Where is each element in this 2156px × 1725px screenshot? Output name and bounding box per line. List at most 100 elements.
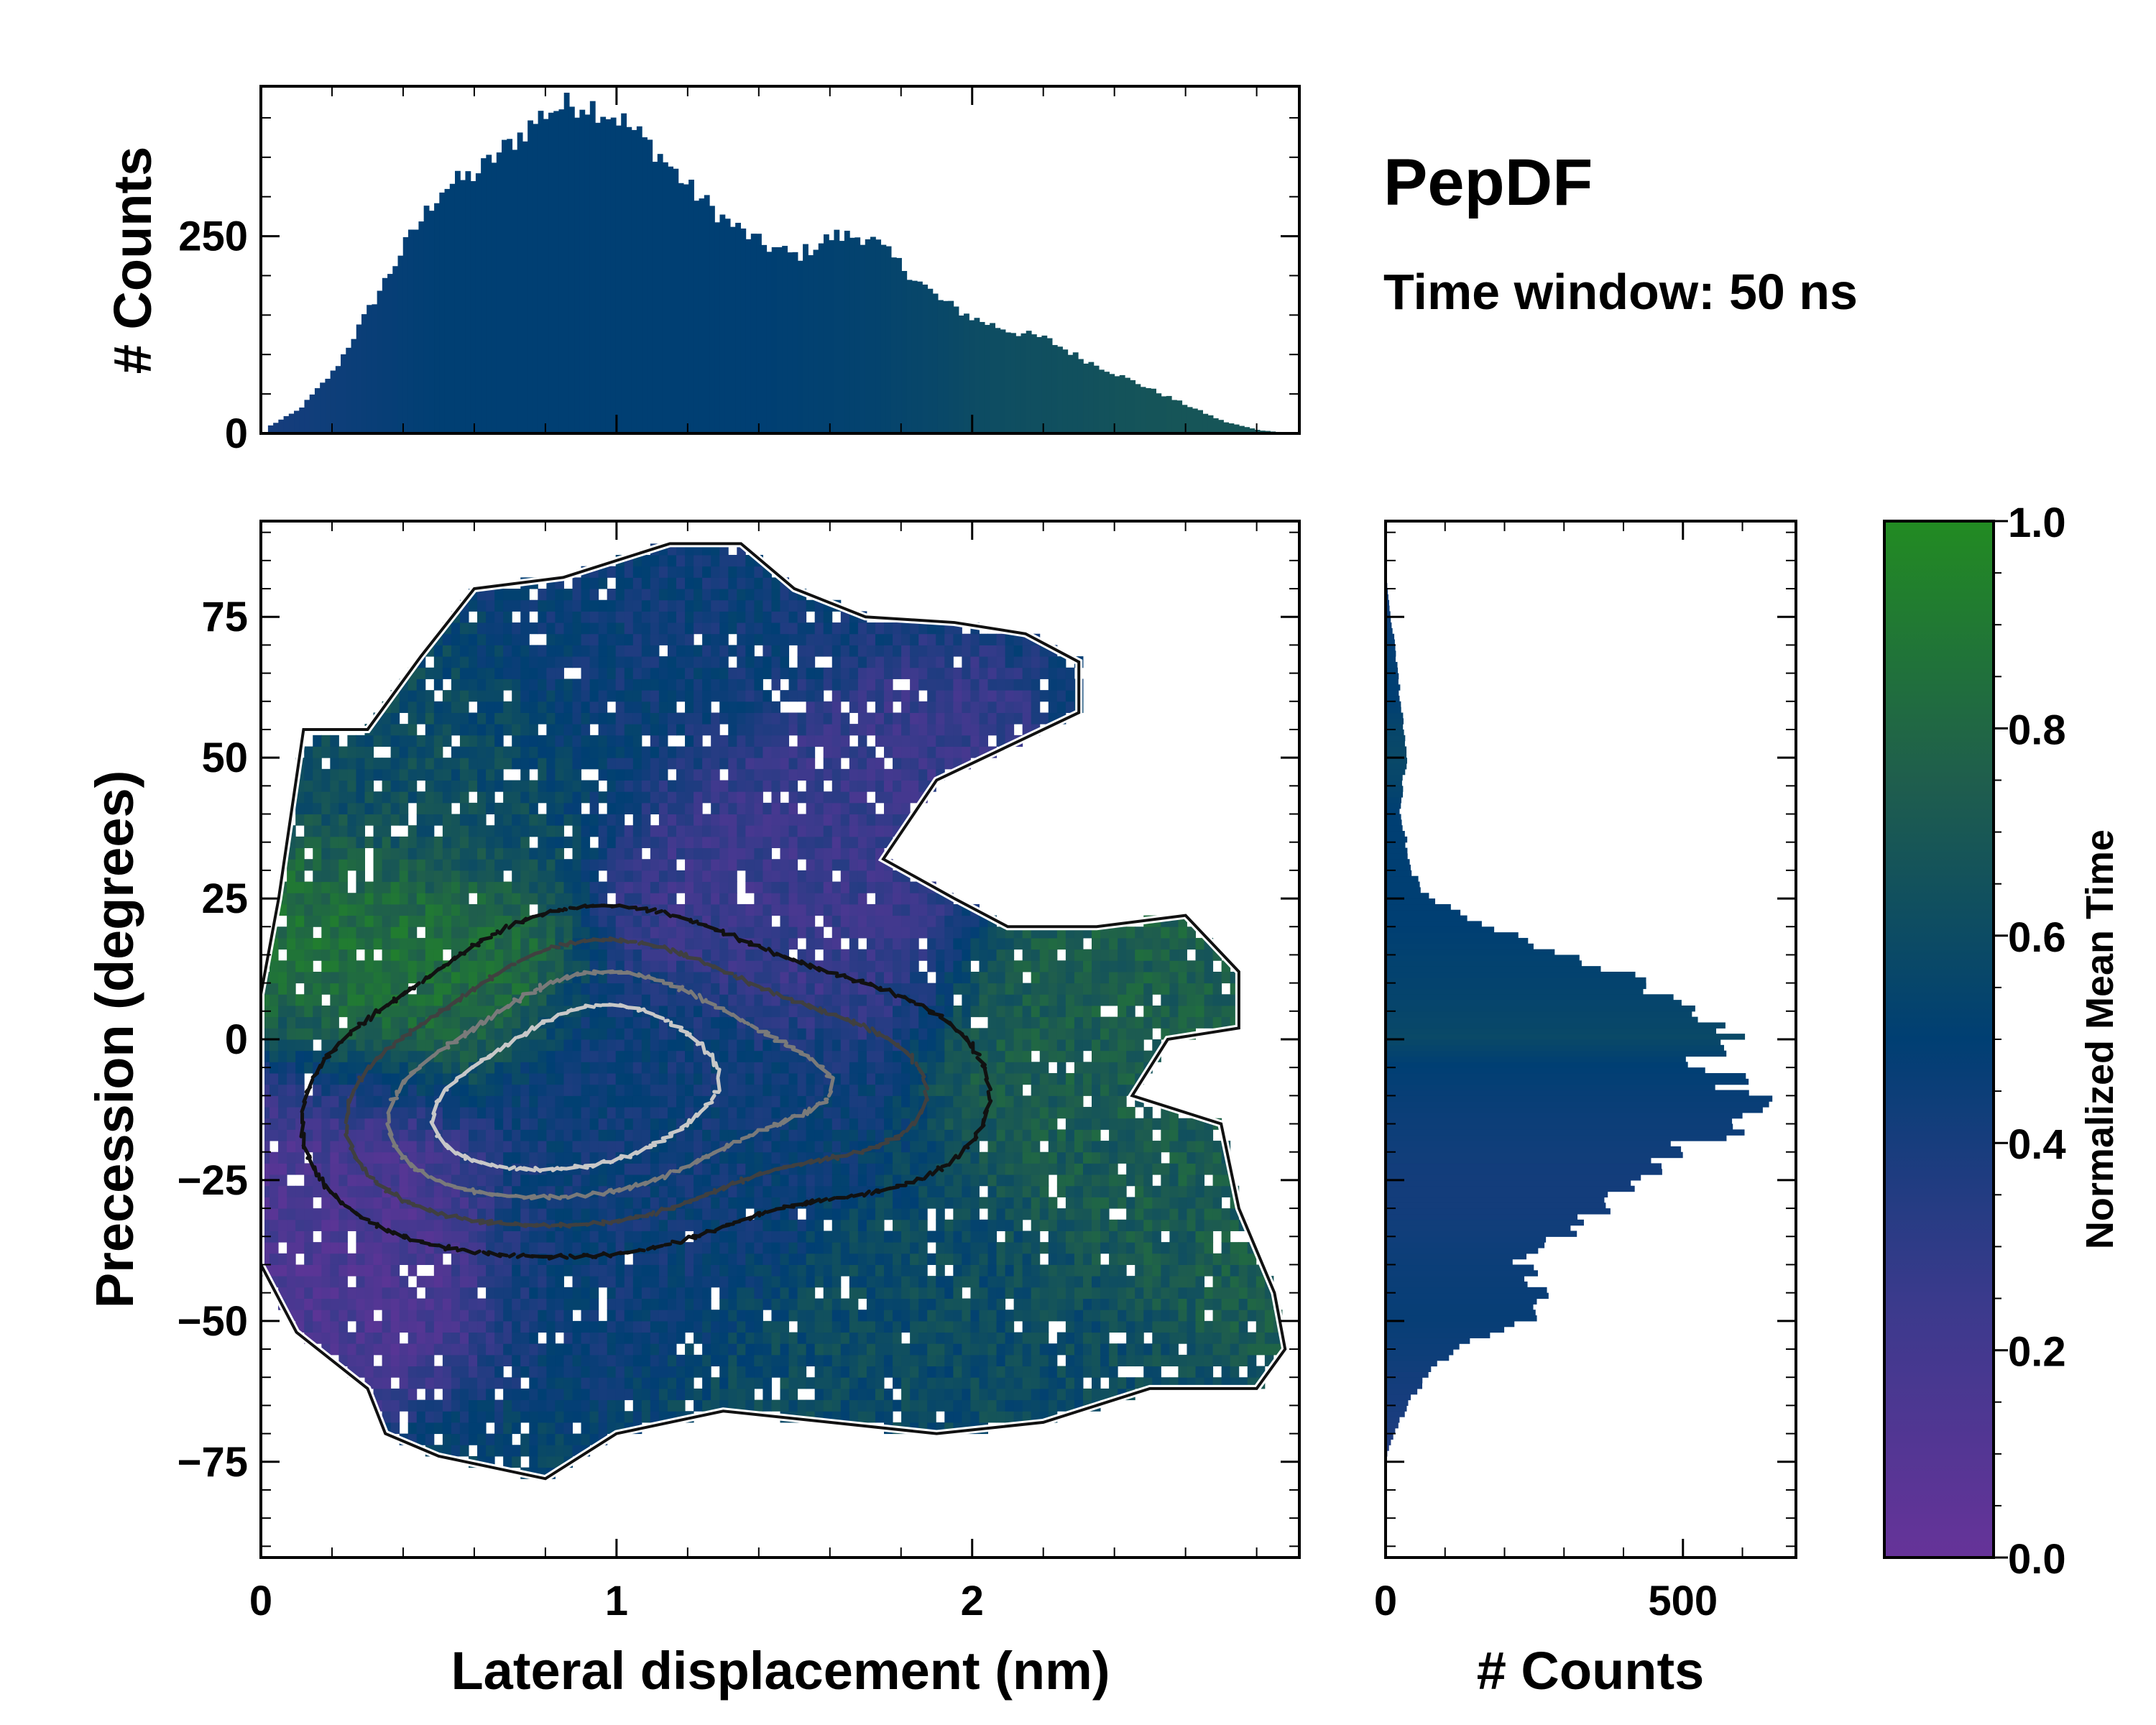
- heatmap-cell: [442, 1332, 452, 1344]
- heatmap-cell: [632, 1185, 642, 1197]
- heatmap-cell: [702, 1332, 711, 1344]
- heatmap-cell: [477, 1230, 487, 1243]
- heatmap-cell: [1039, 1377, 1049, 1389]
- heatmap-cell: [356, 1118, 365, 1130]
- heatmap-cell: [382, 1264, 392, 1276]
- heatmap-cell: [503, 1141, 512, 1153]
- heatmap-cell: [373, 915, 383, 927]
- heatmap-cell: [1152, 1016, 1161, 1029]
- heatmap-cell: [650, 1028, 660, 1040]
- heatmap-cell: [996, 960, 1006, 972]
- heatmap-cell: [884, 971, 893, 984]
- heatmap-cell: [1178, 1354, 1187, 1367]
- heatmap-cell: [632, 994, 642, 1006]
- heatmap-cell: [1056, 1174, 1067, 1187]
- heatmap-cell: [347, 1039, 356, 1052]
- heatmap-cell: [278, 1062, 287, 1074]
- heatmap-cell: [563, 1332, 573, 1344]
- heatmap-cell: [641, 1264, 651, 1276]
- heatmap-cell: [1065, 1320, 1075, 1333]
- heatmap-cell: [529, 1332, 538, 1344]
- heatmap-cell: [624, 1264, 634, 1276]
- heatmap-cell: [1074, 1197, 1084, 1209]
- heatmap-cell: [987, 1388, 998, 1401]
- heatmap-cell: [754, 1073, 763, 1085]
- heatmap-cell: [295, 1062, 305, 1074]
- heatmap-cell: [987, 1039, 998, 1052]
- heatmap-cell: [685, 960, 694, 972]
- heatmap-cell: [901, 1366, 911, 1378]
- heatmap-cell: [338, 994, 348, 1006]
- heatmap-cell: [771, 1230, 780, 1243]
- heatmap-cell: [347, 1219, 356, 1231]
- heatmap-cell: [711, 949, 720, 961]
- heatmap-cell: [1118, 1343, 1127, 1356]
- heatmap-cell: [694, 960, 703, 972]
- heatmap-cell: [451, 1276, 461, 1288]
- heatmap-cell: [1256, 1310, 1266, 1322]
- heatmap-cell: [598, 1174, 608, 1187]
- heatmap-cell: [788, 971, 798, 984]
- heatmap-cell: [1143, 1151, 1153, 1164]
- heatmap-cell: [486, 1298, 495, 1310]
- heatmap-cell: [1031, 1185, 1041, 1197]
- heatmap-cell: [1022, 1320, 1032, 1333]
- heatmap-cell: [1065, 1073, 1075, 1085]
- heatmap-cell: [979, 1377, 988, 1389]
- top-histogram-bars: [267, 92, 1297, 433]
- heatmap-cell: [469, 1118, 478, 1130]
- heatmap-cell: [737, 1332, 746, 1344]
- heatmap-cell: [987, 1028, 998, 1040]
- heatmap-cell: [823, 1366, 833, 1378]
- heatmap-cell: [944, 1118, 954, 1130]
- heatmap-cell: [780, 1219, 790, 1231]
- heatmap-cell: [356, 1062, 365, 1074]
- heatmap-cell: [373, 994, 383, 1006]
- heatmap-cell: [1126, 1287, 1135, 1299]
- heatmap-cell: [676, 1320, 686, 1333]
- heatmap-cell: [433, 1062, 443, 1074]
- heatmap-cell: [823, 1039, 833, 1052]
- heatmap-cell: [287, 1264, 296, 1276]
- heatmap-cell: [840, 1219, 850, 1231]
- heatmap-cell: [1247, 1253, 1257, 1265]
- heatmap-cell: [512, 983, 521, 995]
- heatmap-cell: [304, 1287, 313, 1299]
- heatmap-cell: [694, 1118, 703, 1130]
- heatmap-cell: [399, 1320, 409, 1333]
- heatmap-cell: [399, 1050, 409, 1062]
- heatmap-cell: [607, 1141, 617, 1153]
- heatmap-cell: [1109, 1039, 1118, 1052]
- heatmap-cell: [1135, 1219, 1144, 1231]
- heatmap-cell: [304, 1298, 313, 1310]
- heatmap-cell: [632, 1320, 642, 1333]
- heatmap-cell: [295, 1073, 305, 1085]
- heatmap-cell: [607, 1050, 617, 1062]
- heatmap-cell: [589, 1276, 599, 1288]
- heatmap-cell: [469, 1264, 478, 1276]
- heatmap-cell: [754, 960, 763, 972]
- heatmap-cell: [1135, 1050, 1144, 1062]
- heatmap-cell: [1187, 1141, 1196, 1153]
- heatmap-cell: [901, 1388, 911, 1401]
- heatmap-cell: [1169, 1264, 1179, 1276]
- heatmap-cell: [390, 1343, 400, 1356]
- heatmap-cell: [754, 1197, 763, 1209]
- heatmap-cell: [382, 1298, 392, 1310]
- heatmap-cell: [763, 1287, 772, 1299]
- heatmap-cell: [1187, 994, 1196, 1006]
- heatmap-cell: [797, 1219, 807, 1231]
- heatmap-cell: [711, 1343, 720, 1356]
- heatmap-cell: [1221, 1298, 1231, 1310]
- heatmap-cell: [1082, 960, 1092, 972]
- heatmap-cell: [831, 1343, 842, 1356]
- heatmap-cell: [1056, 1141, 1067, 1153]
- heatmap-cell: [624, 1354, 634, 1367]
- heatmap-cell: [520, 1197, 530, 1209]
- heatmap-cell: [615, 1332, 625, 1344]
- heatmap-cell: [407, 1377, 418, 1389]
- heatmap-cell: [451, 1197, 461, 1209]
- heatmap-cell: [1092, 1084, 1101, 1096]
- heatmap-cell: [1178, 1151, 1187, 1164]
- heatmap-cell: [1082, 1174, 1092, 1187]
